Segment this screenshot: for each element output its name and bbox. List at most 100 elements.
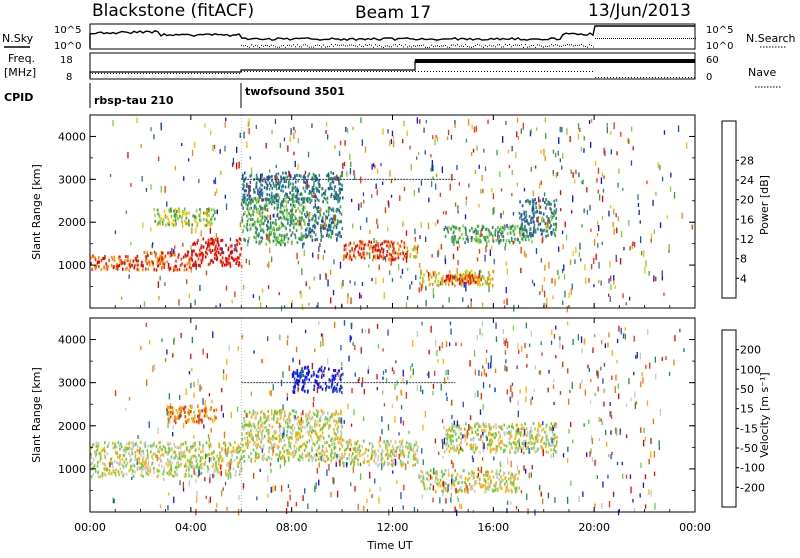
- range-cell: [258, 434, 260, 437]
- range-cell: [210, 418, 212, 421]
- echo-cell: [631, 127, 632, 132]
- range-cell: [115, 450, 117, 453]
- echo-cell: [653, 275, 654, 281]
- range-cell: [412, 464, 414, 467]
- range-cell: [145, 445, 147, 448]
- echo-cell: [493, 193, 494, 199]
- noise-search-dot: [543, 47, 544, 48]
- range-cell: [202, 259, 204, 262]
- range-cell: [267, 220, 269, 223]
- range-cell: [328, 213, 330, 216]
- echo-cell: [350, 162, 351, 167]
- range-cell: [324, 418, 326, 421]
- range-cell: [161, 448, 163, 451]
- range-cell: [165, 451, 167, 454]
- echo-cell: [551, 215, 552, 221]
- noise-search-dot: [521, 44, 522, 45]
- range-cell: [542, 198, 544, 201]
- range-cell: [360, 253, 362, 256]
- echo-cell: [308, 303, 309, 306]
- range-cell: [435, 480, 437, 483]
- noise-search-dot: [329, 46, 330, 47]
- echo-cell: [545, 156, 546, 161]
- range-cell: [311, 199, 313, 202]
- range-cell: [153, 453, 155, 456]
- echo-cell: [610, 284, 611, 290]
- echo-cell: [352, 224, 353, 229]
- range-cell: [149, 471, 151, 474]
- range-cell: [199, 265, 201, 268]
- nave-dot: [493, 71, 494, 72]
- echo-cell: [430, 168, 431, 172]
- range-cell: [322, 445, 324, 448]
- noise-search-dot: [253, 46, 254, 47]
- noise-search-dot: [533, 45, 534, 46]
- range-cell: [494, 231, 496, 234]
- echo-cell: [462, 297, 463, 301]
- range-cell: [330, 236, 332, 239]
- range-cell: [321, 193, 323, 196]
- range-cell: [361, 256, 363, 259]
- noise-search-dot: [277, 47, 278, 48]
- range-cell: [393, 242, 395, 245]
- nave-dot: [478, 71, 479, 72]
- range-cell: [175, 260, 177, 263]
- echo-cell: [618, 169, 619, 174]
- range-cell: [251, 174, 253, 177]
- range-cell: [356, 442, 358, 445]
- range-cell: [243, 225, 245, 228]
- cpid-entry-1: rbsp-tau 210: [94, 94, 174, 107]
- range-cell: [98, 256, 100, 259]
- range-cell: [334, 197, 336, 200]
- noise-search-dot: [403, 47, 404, 48]
- range-cell: [302, 458, 304, 461]
- noise-search-dot: [515, 44, 516, 45]
- range-cell: [255, 236, 257, 239]
- nave-dot: [149, 73, 150, 74]
- range-cell: [449, 484, 451, 487]
- range-cell: [292, 231, 294, 234]
- range-cell: [168, 413, 170, 416]
- noise-search-dot: [293, 44, 294, 45]
- echo-cell: [419, 119, 420, 123]
- range-cell: [406, 246, 408, 249]
- range-cell: [167, 472, 169, 475]
- nave-dot: [658, 77, 659, 78]
- range-cell: [188, 472, 190, 475]
- range-cell: [292, 432, 294, 435]
- range-cell: [381, 247, 383, 250]
- range-cell: [257, 443, 259, 446]
- range-cell: [249, 434, 251, 437]
- range-cell: [258, 200, 260, 203]
- range-cell: [148, 464, 150, 467]
- range-cell: [419, 282, 421, 285]
- nave-dot: [463, 71, 464, 72]
- range-cell: [305, 455, 307, 458]
- range-cell: [201, 467, 203, 470]
- range-cell: [495, 234, 497, 237]
- range-cell: [169, 255, 171, 258]
- noise-search-dot: [303, 45, 304, 46]
- range-cell: [133, 260, 135, 263]
- range-cell: [167, 252, 169, 255]
- colorbar-tick-label: 28: [740, 154, 754, 167]
- echo-cell: [363, 192, 364, 196]
- echo-cell: [508, 150, 509, 154]
- y-tick-label: 1000: [58, 259, 86, 272]
- range-cell: [362, 255, 364, 258]
- noise-search-dot: [265, 45, 266, 46]
- nave-dot: [598, 77, 599, 78]
- range-cell: [168, 473, 170, 476]
- noise-search-dot: [309, 47, 310, 48]
- nave-dot: [559, 71, 560, 72]
- echo-cell: [323, 255, 324, 260]
- range-cell: [507, 232, 509, 235]
- range-cell: [459, 444, 461, 447]
- range-cell: [213, 463, 215, 466]
- range-cell: [284, 414, 286, 417]
- range-cell: [267, 184, 269, 187]
- range-cell: [342, 196, 344, 199]
- range-cell: [291, 454, 293, 457]
- range-cell: [358, 451, 360, 454]
- nave-dot: [256, 71, 257, 72]
